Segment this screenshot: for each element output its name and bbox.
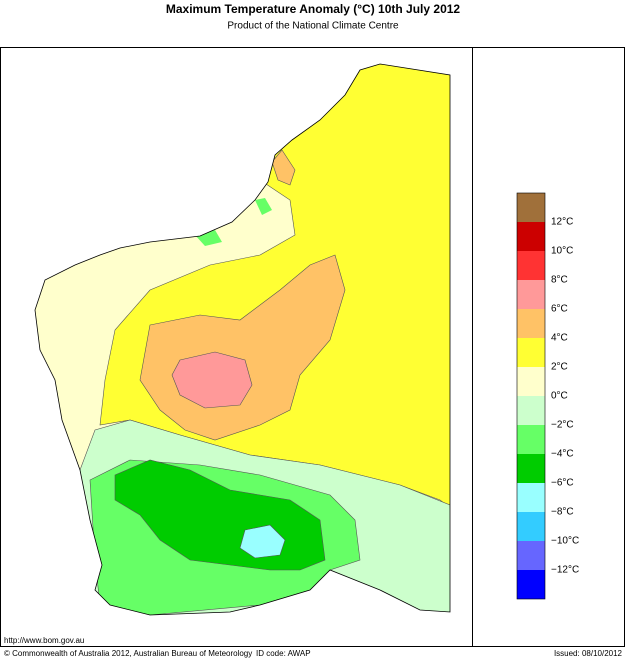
legend-label: −12°C bbox=[551, 565, 579, 576]
legend-swatch bbox=[517, 251, 545, 280]
frame bbox=[0, 47, 625, 647]
legend-swatch bbox=[517, 512, 545, 541]
legend-label: −10°C bbox=[551, 536, 579, 547]
legend-label: 8°C bbox=[551, 275, 568, 286]
legend-swatch bbox=[517, 570, 545, 599]
id-code: ID code: AWAP bbox=[256, 649, 311, 658]
legend-label: 2°C bbox=[551, 362, 568, 373]
legend-swatch bbox=[517, 425, 545, 454]
legend-label: −2°C bbox=[551, 420, 574, 431]
legend-label: −8°C bbox=[551, 507, 574, 518]
legend-swatch bbox=[517, 454, 545, 483]
legend-label: 10°C bbox=[551, 246, 573, 257]
legend-swatch bbox=[517, 280, 545, 309]
legend-swatch bbox=[517, 396, 545, 425]
coastline bbox=[34, 63, 451, 616]
url: http://www.bom.gov.au bbox=[4, 636, 84, 645]
legend-swatch bbox=[517, 541, 545, 570]
legend-swatch bbox=[517, 483, 545, 512]
legend-swatch bbox=[517, 193, 545, 222]
legend-label: 6°C bbox=[551, 304, 568, 315]
anomaly-map bbox=[35, 64, 450, 615]
title: Maximum Temperature Anomaly (°C) 10th Ju… bbox=[166, 2, 461, 16]
legend-label: −6°C bbox=[551, 478, 574, 489]
legend-border bbox=[516, 192, 546, 600]
legend: 12°C 10°C 8°C 6°C 4°C 2°C 0°C −2°C −4°C −6°C −8°C −… bbox=[516, 192, 579, 600]
subtitle: Product of the National Climate Centre bbox=[227, 21, 399, 32]
legend-swatch bbox=[517, 367, 545, 396]
issued: Issued: 08/10/2012 bbox=[554, 649, 623, 658]
legend-label: 0°C bbox=[551, 391, 568, 402]
legend-label: 4°C bbox=[551, 333, 568, 344]
legend-label: −4°C bbox=[551, 449, 574, 460]
copyright: © Commonwealth of Australia 2012, Austra… bbox=[4, 649, 252, 658]
legend-swatch bbox=[517, 309, 545, 338]
legend-swatch bbox=[517, 338, 545, 367]
legend-label: 12°C bbox=[551, 217, 573, 228]
legend-swatch bbox=[517, 222, 545, 251]
